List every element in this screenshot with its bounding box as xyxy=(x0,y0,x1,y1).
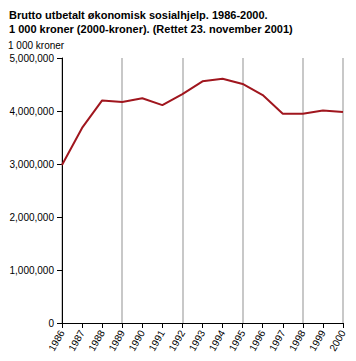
svg-text:1990: 1990 xyxy=(126,328,147,353)
svg-text:1996: 1996 xyxy=(247,328,268,353)
svg-text:5,000,000: 5,000,000 xyxy=(10,53,55,64)
svg-text:1994: 1994 xyxy=(207,328,228,353)
svg-text:1,000,000: 1,000,000 xyxy=(10,265,55,276)
svg-text:1993: 1993 xyxy=(187,328,208,353)
svg-text:1998: 1998 xyxy=(287,328,308,353)
svg-text:1 000 kroner: 1 000 kroner xyxy=(8,40,65,51)
svg-text:2,000,000: 2,000,000 xyxy=(10,212,55,223)
svg-text:2000: 2000 xyxy=(327,328,348,353)
svg-text:1999: 1999 xyxy=(307,328,328,353)
svg-text:1986: 1986 xyxy=(46,328,67,353)
svg-text:1 000 kroner (2000-kroner). (R: 1 000 kroner (2000-kroner). (Rettet 23. … xyxy=(9,23,293,35)
svg-text:4,000,000: 4,000,000 xyxy=(10,106,55,117)
svg-text:1992: 1992 xyxy=(167,328,188,353)
svg-text:0: 0 xyxy=(48,318,54,329)
svg-text:3,000,000: 3,000,000 xyxy=(10,159,55,170)
svg-text:Brutto utbetalt økonomisk sosi: Brutto utbetalt økonomisk sosialhjelp. 1… xyxy=(9,9,268,21)
svg-text:1987: 1987 xyxy=(66,328,87,353)
svg-text:1995: 1995 xyxy=(227,328,248,353)
svg-text:1988: 1988 xyxy=(86,328,107,353)
svg-text:1989: 1989 xyxy=(106,328,127,353)
svg-text:1997: 1997 xyxy=(267,328,288,353)
svg-text:1991: 1991 xyxy=(146,328,167,353)
